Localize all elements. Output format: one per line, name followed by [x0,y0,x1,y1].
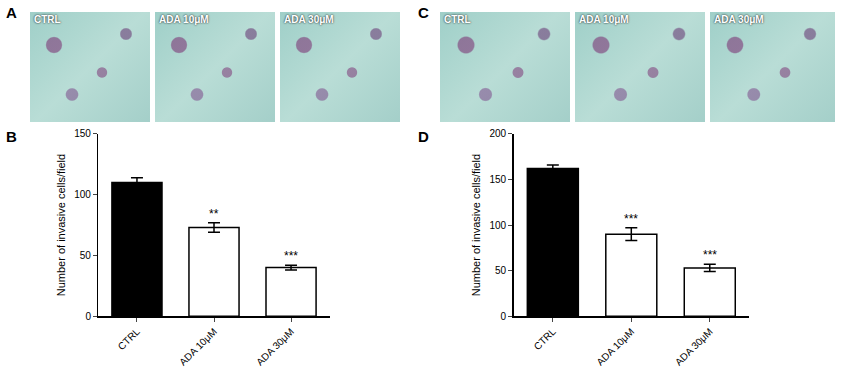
html-text:ADA 10μM: ADA 10μM [159,14,209,25]
html-text:ADA 30μM: ADA 30μM [284,14,334,25]
svg-text:0: 0 [501,311,507,322]
html-text:CTRL: CTRL [444,14,471,25]
svg-text:***: *** [703,248,717,262]
svg-text:50: 50 [80,250,92,261]
html-text:ADA 30μM: ADA 30μM [714,14,764,25]
html-text:B: B [6,128,17,145]
svg-text:200: 200 [489,128,506,139]
svg-text:ADA 10μM: ADA 10μM [595,326,637,368]
html-text:D: D [418,128,429,145]
svg-text:Number of invasive cells/field: Number of invasive cells/field [55,154,67,296]
html-text:CTRL: CTRL [34,14,61,25]
html-text:ADA 10μM: ADA 10μM [579,14,629,25]
svg-text:100: 100 [489,220,506,231]
svg-text:100: 100 [74,189,91,200]
html-text:A: A [6,4,17,21]
svg-text:50: 50 [495,265,507,276]
svg-text:CTRL: CTRL [116,326,143,353]
svg-text:CTRL: CTRL [532,326,559,353]
svg-text:150: 150 [489,174,506,185]
svg-text:**: ** [209,207,219,221]
svg-text:***: *** [624,212,638,226]
svg-text:0: 0 [85,311,91,322]
svg-text:***: *** [284,249,298,263]
svg-text:ADA 30μM: ADA 30μM [254,326,296,368]
svg-text:150: 150 [74,128,91,139]
svg-text:ADA 10μM: ADA 10μM [177,326,219,368]
svg-text:Number of invasive cells/field: Number of invasive cells/field [470,154,482,296]
svg-text:ADA 30μM: ADA 30μM [673,326,715,368]
html-text:C: C [418,4,429,21]
